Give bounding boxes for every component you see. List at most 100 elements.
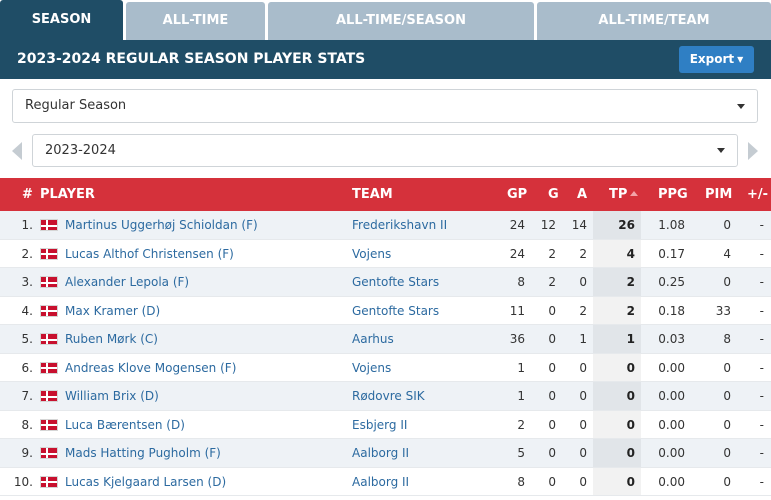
a-value: 0 — [579, 275, 587, 289]
tp-value: 0 — [626, 446, 635, 460]
player-name-link[interactable]: Ruben Mørk (C) — [65, 332, 158, 346]
gp-value: 5 — [517, 446, 525, 460]
col-player[interactable]: PLAYER — [40, 187, 95, 202]
col-gp[interactable]: GP — [507, 187, 528, 202]
ppg-value: 0.18 — [658, 303, 685, 318]
tp-cell: 4 — [593, 239, 641, 267]
tp-cell: 2 — [593, 268, 641, 296]
denmark-flag-icon — [40, 304, 58, 317]
gp-value: 1 — [517, 360, 525, 375]
col-pim[interactable]: PIM — [705, 187, 733, 202]
team-name-link[interactable]: Esbjerg II — [352, 417, 408, 432]
tab-bar: SEASON ALL-TIME ALL-TIME/SEASON ALL-TIME… — [0, 0, 771, 40]
a-value: 14 — [571, 218, 587, 232]
player-name-link[interactable]: Lucas Althof Christensen (F) — [65, 246, 234, 261]
team-name-link[interactable]: Frederikshavn II — [352, 218, 448, 232]
table-body: 26 1. Martinus Uggerhøj Schioldan (F) Frede… — [0, 211, 771, 496]
tab-all-time-team[interactable]: ALL-TIME/TEAM — [537, 2, 771, 40]
player-name-link[interactable]: Lucas Kjelgaard Larsen (D) — [65, 474, 227, 489]
table-row: 2 3. Alexander Lepola (F) Gentofte Stars 8 2 0… — [0, 268, 771, 297]
rank-value: 8. — [21, 417, 33, 432]
g-value: 0 — [548, 474, 556, 489]
player-name-link[interactable]: Andreas Klove Mogensen (F) — [65, 360, 237, 375]
plus-minus-value: - — [759, 246, 764, 261]
team-name-link[interactable]: Aalborg II — [352, 474, 410, 489]
pim-value: 4 — [723, 246, 731, 261]
player-stats-table: # PLAYER TEAM GP G A TP PPG PIM +/- 26 1.… — [0, 178, 771, 496]
col-tp-label: TP — [609, 187, 628, 202]
a-value: 0 — [579, 474, 587, 489]
tp-cell: 0 — [593, 439, 641, 467]
player-name-link[interactable]: Martinus Uggerhøj Schioldan (F) — [65, 218, 258, 232]
plus-minus-value: - — [759, 389, 764, 403]
table-row: 0 10. Lucas Kjelgaard Larsen (D) Aalborg II… — [0, 467, 771, 496]
tp-value: 26 — [618, 218, 635, 232]
pim-value: 33 — [715, 303, 731, 318]
player-name-link[interactable]: William Brix (D) — [65, 389, 159, 403]
gp-value: 8 — [517, 275, 525, 289]
denmark-flag-icon — [40, 219, 58, 231]
col-g[interactable]: G — [548, 187, 559, 202]
ppg-value: 0.03 — [658, 332, 685, 346]
a-value: 1 — [579, 332, 587, 346]
rank-value: 5. — [21, 332, 33, 346]
col-rank[interactable]: # — [22, 187, 33, 202]
col-plus-minus[interactable]: +/- — [747, 187, 769, 202]
tab-season[interactable]: SEASON — [0, 0, 123, 40]
page-title: 2023-2024 REGULAR SEASON PLAYER STATS — [17, 51, 366, 67]
team-name-link[interactable]: Vojens — [352, 360, 392, 375]
tp-value: 2 — [626, 303, 635, 318]
col-a[interactable]: A — [577, 187, 588, 202]
season-select[interactable]: 2023-2024 — [32, 134, 738, 167]
col-tp[interactable]: TP — [609, 178, 639, 211]
season-type-select[interactable]: Regular Season — [12, 89, 758, 123]
team-name-link[interactable]: Gentofte Stars — [352, 275, 440, 289]
table-row: 0 7. William Brix (D) Rødovre SIK 1 0 0 0.00 0 - — [0, 382, 771, 411]
player-name-link[interactable]: Max Kramer (D) — [65, 303, 161, 318]
g-value: 12 — [540, 218, 556, 232]
g-value: 0 — [548, 446, 556, 460]
player-name-link[interactable]: Mads Hatting Pugholm (F) — [65, 446, 221, 460]
previous-season-arrow-icon[interactable] — [12, 142, 22, 160]
player-name-link[interactable]: Luca Bærentsen (D) — [65, 417, 185, 432]
plus-minus-value: - — [759, 218, 764, 232]
tp-value: 0 — [626, 360, 635, 375]
table-row: 0 8. Luca Bærentsen (D) Esbjerg II 2 0 0 0.00 0 - — [0, 410, 771, 439]
col-ppg[interactable]: PPG — [658, 187, 688, 202]
a-value: 0 — [579, 417, 587, 432]
plus-minus-value: - — [759, 332, 764, 346]
tab-all-time[interactable]: ALL-TIME — [126, 2, 265, 40]
gp-value: 36 — [509, 332, 525, 346]
team-name-link[interactable]: Vojens — [352, 246, 392, 261]
player-name-link[interactable]: Alexander Lepola (F) — [65, 275, 190, 289]
rank-value: 1. — [21, 218, 33, 232]
g-value: 0 — [548, 303, 556, 318]
team-name-link[interactable]: Aalborg II — [352, 446, 410, 460]
tab-all-time-season[interactable]: ALL-TIME/SEASON — [268, 2, 534, 40]
table-row: 1 5. Ruben Mørk (C) Aarhus 36 0 1 0.03 8 - — [0, 325, 771, 354]
plus-minus-value: - — [759, 417, 764, 432]
table-row: 2 4. Max Kramer (D) Gentofte Stars 11 0 2 0.18 3… — [0, 296, 771, 325]
rank-value: 3. — [21, 275, 33, 289]
season-value: 2023-2024 — [45, 143, 116, 158]
team-name-link[interactable]: Gentofte Stars — [352, 303, 440, 318]
g-value: 2 — [548, 275, 556, 289]
table-row: 0 6. Andreas Klove Mogensen (F) Vojens 1 0 0 0.… — [0, 353, 771, 382]
tp-value: 0 — [626, 474, 635, 489]
ppg-value: 0.00 — [658, 446, 685, 460]
rank-value: 6. — [21, 360, 33, 375]
denmark-flag-icon — [40, 418, 58, 431]
table-header: # PLAYER TEAM GP G A TP PPG PIM +/- — [0, 178, 771, 211]
next-season-arrow-icon[interactable] — [748, 142, 758, 160]
g-value: 0 — [548, 389, 556, 403]
g-value: 0 — [548, 417, 556, 432]
export-button[interactable]: Export ▼ — [679, 46, 754, 73]
pim-value: 8 — [723, 332, 731, 346]
team-name-link[interactable]: Aarhus — [352, 332, 394, 346]
team-name-link[interactable]: Rødovre SIK — [352, 389, 425, 403]
tp-value: 1 — [626, 332, 635, 346]
col-team[interactable]: TEAM — [352, 187, 393, 202]
tp-cell: 2 — [593, 296, 641, 324]
plus-minus-value: - — [759, 446, 764, 460]
rank-value: 2. — [21, 246, 33, 261]
